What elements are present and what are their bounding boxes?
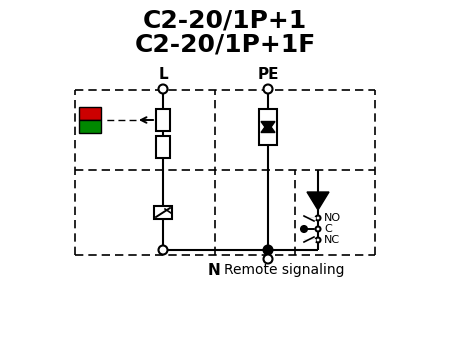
Bar [156,109,170,131]
Text: N: N [208,263,221,278]
Polygon shape [261,121,275,131]
Bar [79,107,101,120]
Circle shape [301,226,307,232]
Circle shape [158,84,167,93]
Polygon shape [261,123,275,133]
Circle shape [158,245,167,254]
Circle shape [264,254,273,264]
Text: C2-20/1P+1F: C2-20/1P+1F [135,32,315,56]
Circle shape [315,226,320,231]
Circle shape [264,245,273,254]
Bar [156,136,170,158]
Text: C2-20/1P+1: C2-20/1P+1 [143,8,307,32]
Polygon shape [307,192,329,210]
Text: L: L [158,67,168,82]
Bar [259,109,277,145]
Circle shape [315,238,320,243]
Text: C: C [324,224,332,234]
Circle shape [315,216,320,220]
Text: PE: PE [257,67,279,82]
Text: NC: NC [324,235,340,245]
Circle shape [264,84,273,93]
Text: Remote signaling: Remote signaling [224,263,345,277]
Text: NO: NO [324,213,341,223]
Bar [79,120,101,133]
Bar [154,206,172,219]
